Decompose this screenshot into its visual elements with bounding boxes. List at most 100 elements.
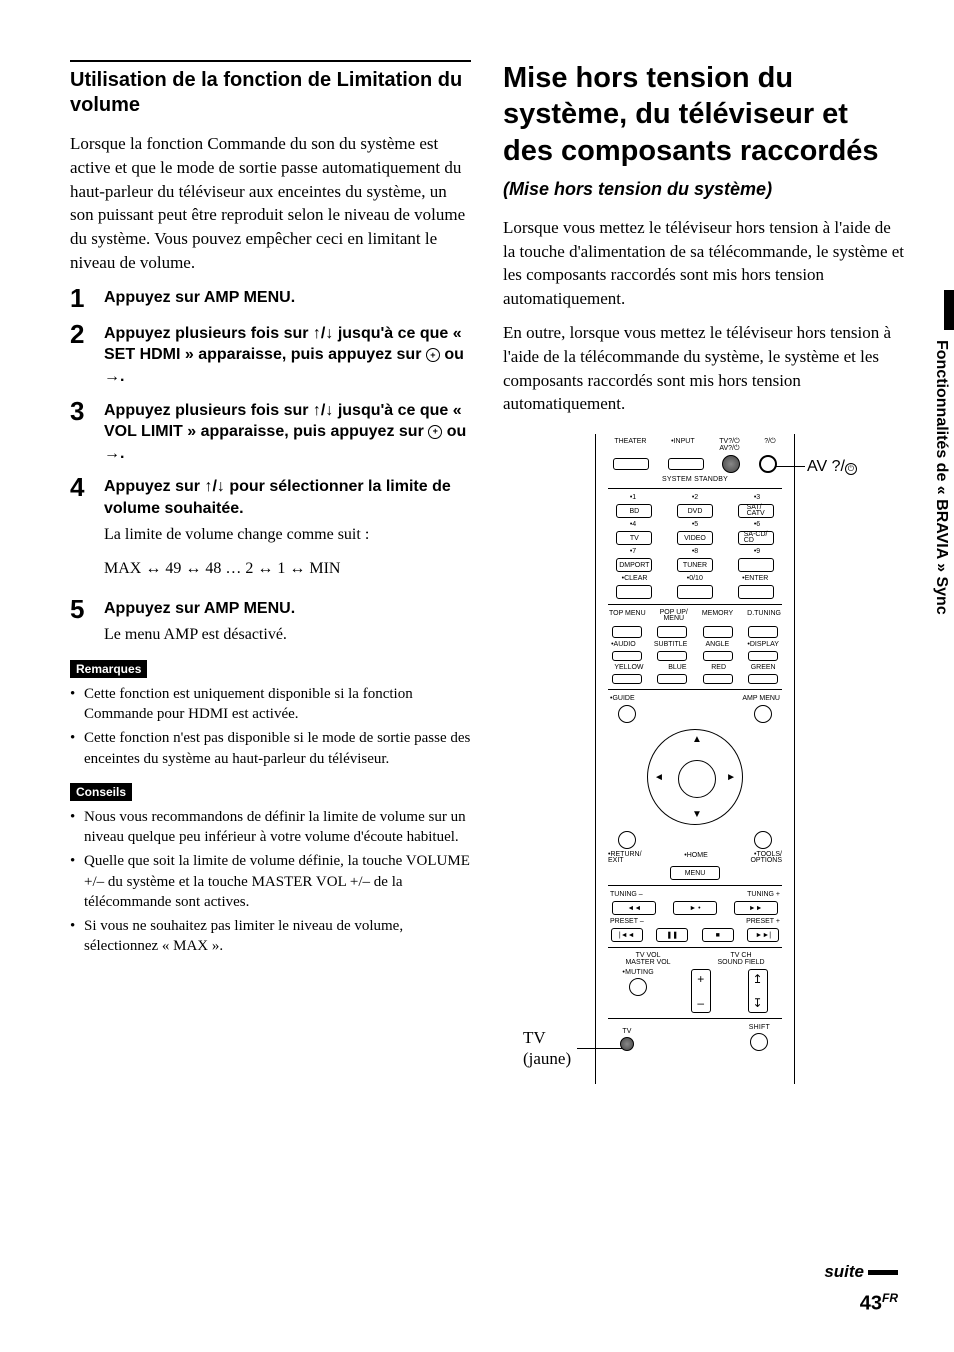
tv-label: TV [622, 1028, 631, 1035]
guide-button[interactable] [618, 705, 636, 723]
stop-button[interactable]: ■ [702, 928, 734, 942]
blue-button[interactable] [657, 674, 687, 684]
volume-range-sequence: MAX ↔ 49 ↔ 48 … 2 ↔ 1 ↔ MIN [104, 560, 471, 578]
num-label: •2 [692, 494, 698, 501]
num-label: •5 [692, 521, 698, 528]
audio-button[interactable] [612, 651, 642, 661]
forward-button[interactable]: ►► [734, 901, 778, 915]
pause-button[interactable]: ❚❚ [656, 928, 688, 942]
top-label: THEATER [614, 438, 646, 452]
num-label: •4 [630, 521, 636, 528]
display-button[interactable] [748, 651, 778, 661]
prev-button[interactable]: |◄◄ [611, 928, 643, 942]
bullet-icon: • [70, 851, 80, 912]
top-label: •INPUT [671, 438, 694, 452]
bd-button[interactable]: BD [616, 504, 652, 518]
right-subheading: (Mise hors tension du système) [503, 179, 904, 200]
blank-button[interactable] [738, 558, 774, 572]
popup-label: POP UP/ MENU [660, 610, 688, 623]
red-button[interactable] [703, 674, 733, 684]
memory-button[interactable] [703, 626, 733, 638]
steps-list-5: 5 Appuyez sur AMP MENU. Le menu AMP est … [70, 596, 471, 646]
master-vol-rocker[interactable]: +– [691, 969, 711, 1013]
shift-button[interactable] [750, 1033, 768, 1051]
ampmenu-label: AMP MENU [742, 695, 780, 702]
page-number-suffix: FR [882, 1291, 898, 1305]
av-power-button[interactable] [759, 455, 777, 473]
sacd-cd-button[interactable]: SA-CD/ CD [738, 531, 774, 545]
num-label: •7 [630, 548, 636, 555]
suite-text: suite [824, 1262, 864, 1281]
step-2: 2 Appuyez plusieurs fois sur ↑/↓ jusqu'à… [70, 321, 471, 388]
muting-label: •MUTING [622, 969, 653, 976]
tuner-button[interactable]: TUNER [677, 558, 713, 572]
remote-control: THEATER •INPUT TV?/⏻ AV?/⏻ ?/⏻ SYSTEM STAND… [595, 434, 795, 1084]
return-button[interactable] [618, 831, 636, 849]
system-standby-label: SYSTEM STANDBY [596, 476, 794, 483]
tv-button[interactable]: TV [616, 531, 652, 545]
continued-indicator: suite [824, 1262, 898, 1282]
step-instruction: Appuyez sur AMP MENU. [104, 598, 471, 620]
nav-ring[interactable]: ▲ ▼ ◄ ► [647, 729, 743, 825]
sat-catv-button[interactable]: SAT/ CATV [738, 504, 774, 518]
dvd-button[interactable]: DVD [677, 504, 713, 518]
green-button[interactable] [748, 674, 778, 684]
right-arrow-icon: ► [726, 772, 736, 783]
popup-button[interactable] [657, 626, 687, 638]
clear-button[interactable] [616, 585, 652, 599]
green-label: GREEN [751, 664, 776, 671]
video-button[interactable]: VIDEO [677, 531, 713, 545]
enter-icon: + [426, 348, 440, 362]
menu-button[interactable]: MENU [670, 866, 720, 880]
red-label: RED [711, 664, 726, 671]
topmenu-button[interactable] [612, 626, 642, 638]
left-section-heading: Utilisation de la fonction de Limitation… [70, 68, 471, 118]
right-main-heading: Mise hors tension du système, du télévis… [503, 60, 904, 169]
zero-ten-button[interactable] [677, 585, 713, 599]
theater-button[interactable] [613, 458, 649, 470]
subtitle-button[interactable] [657, 651, 687, 661]
audio-label: •AUDIO [611, 641, 636, 648]
step-followup: La limite de volume change comme suit : [104, 524, 471, 546]
step-number: 2 [70, 321, 90, 347]
side-tab-text: Fonctionnalités de « BRAVIA » Sync [932, 340, 950, 615]
dtuning-button[interactable] [748, 626, 778, 638]
step-instruction: Appuyez plusieurs fois sur ↑/↓ jusqu'à c… [104, 400, 471, 465]
enter-button[interactable] [738, 585, 774, 599]
power-icon: ⏻ [845, 463, 857, 475]
dtuning-label: D.TUNING [747, 610, 781, 623]
topmenu-label: TOP MENU [609, 610, 646, 623]
angle-button[interactable] [703, 651, 733, 661]
tv-yellow-button[interactable] [620, 1037, 634, 1051]
next-button[interactable]: ►►| [747, 928, 779, 942]
list-item: •Quelle que soit la limite de volume déf… [70, 851, 471, 912]
side-tab-marker [944, 290, 954, 330]
step-body: Appuyez plusieurs fois sur ↑/↓ jusqu'à c… [104, 398, 471, 465]
num-label: •6 [754, 521, 760, 528]
muting-button[interactable] [629, 978, 647, 996]
sound-field-rocker[interactable]: ↥↧ [748, 969, 768, 1013]
step-instruction-pre: Appuyez plusieurs fois sur ↑/↓ jusqu'à c… [104, 325, 462, 364]
suite-bar-icon [868, 1270, 898, 1275]
tvch-label: TV CH SOUND FIELD [717, 953, 764, 966]
divider [608, 488, 782, 489]
conseils-label: Conseils [70, 783, 132, 801]
enter-label: •ENTER [742, 575, 768, 582]
top-label: TV?/⏻ AV?/⏻ [719, 438, 739, 452]
input-button[interactable] [668, 458, 704, 470]
play-button[interactable]: ► • [673, 901, 717, 915]
bullet-icon: • [70, 807, 80, 848]
memory-label: MEMORY [702, 610, 733, 623]
dmport-button[interactable]: DMPORT [616, 558, 652, 572]
ampmenu-button[interactable] [754, 705, 772, 723]
yellow-button[interactable] [612, 674, 642, 684]
top-label: ?/⏻ [764, 438, 775, 452]
bullet-icon: • [70, 916, 80, 957]
rewind-button[interactable]: ◄◄ [612, 901, 656, 915]
step-1: 1 Appuyez sur AMP MENU. [70, 285, 471, 311]
subtitle-label: SUBTITLE [654, 641, 687, 648]
display-label: •DISPLAY [747, 641, 779, 648]
tools-button[interactable] [754, 831, 772, 849]
list-item-text: Quelle que soit la limite de volume défi… [84, 851, 471, 912]
tv-av-power-button[interactable] [722, 455, 740, 473]
